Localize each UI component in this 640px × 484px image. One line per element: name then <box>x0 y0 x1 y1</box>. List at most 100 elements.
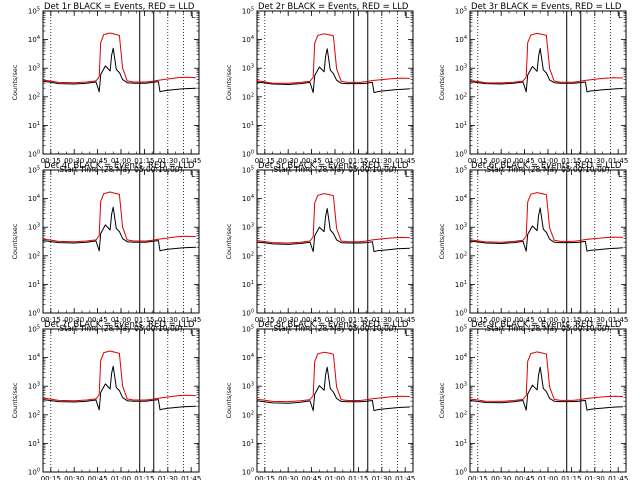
y-axis-label: Counts/sec <box>438 382 446 418</box>
events-series-line <box>256 48 410 94</box>
plot-frame <box>256 169 414 314</box>
y-tick-label: 101 <box>28 280 40 289</box>
y-axis-label: Counts/sec <box>11 382 19 418</box>
lld-series-line <box>469 32 623 84</box>
x-tick-label: 01:15 <box>348 157 368 165</box>
plot-title: Det 8r BLACK = Events, RED = LLD <box>258 320 409 330</box>
x-tick-label: 01:15 <box>561 316 581 324</box>
x-tick-label: 01:30 <box>372 157 392 165</box>
x-tick-label: 01:30 <box>585 157 605 165</box>
x-tick-label: 01:30 <box>372 316 392 324</box>
x-tick-label: 01:00 <box>111 157 131 165</box>
y-tick-label: 105 <box>28 166 40 175</box>
corner-label: L <box>405 11 410 20</box>
y-axis-label: Counts/sec <box>225 64 233 100</box>
x-tick-label: 01:00 <box>111 316 131 324</box>
x-tick-label: 01:45 <box>395 316 415 324</box>
x-tick-label: 00:15 <box>468 475 488 480</box>
y-tick-label: 100 <box>455 150 467 159</box>
x-tick-label: 01:15 <box>134 475 154 480</box>
y-tick-label: 101 <box>455 280 467 289</box>
y-axis-label: Counts/sec <box>225 382 233 418</box>
x-tick-label: 01:45 <box>181 157 201 165</box>
y-tick-label: 102 <box>28 251 40 260</box>
y-tick-label: 101 <box>242 121 254 130</box>
events-series-line <box>469 48 623 93</box>
y-tick-label: 103 <box>455 382 467 391</box>
y-tick-label: 103 <box>455 64 467 73</box>
y-tick-label: 104 <box>455 35 467 44</box>
x-tick-label: 00:45 <box>515 316 535 324</box>
y-tick-label: 102 <box>242 92 254 101</box>
y-tick-label: 105 <box>455 325 467 334</box>
plot-title: Det 1r BLACK = Events, RED = LLD <box>44 2 195 12</box>
y-tick-label: 103 <box>455 223 467 232</box>
y-tick-label: 102 <box>28 410 40 419</box>
y-tick-label: 100 <box>242 309 254 318</box>
corner-label: L <box>405 170 410 179</box>
y-tick-label: 105 <box>242 7 254 16</box>
x-tick-label: 00:30 <box>491 316 511 324</box>
corner-label: L <box>405 329 410 338</box>
lld-series-line <box>42 350 196 402</box>
y-tick-label: 101 <box>28 439 40 448</box>
x-tick-label: 01:45 <box>608 157 628 165</box>
x-tick-label: 00:45 <box>515 157 535 165</box>
y-axis-label: Counts/sec <box>438 64 446 100</box>
x-tick-label: 01:45 <box>395 157 415 165</box>
corner-label: L <box>191 11 196 20</box>
y-tick-label: 105 <box>242 325 254 334</box>
y-tick-label: 103 <box>242 64 254 73</box>
corner-label: L <box>191 329 196 338</box>
plot-frame <box>256 328 414 473</box>
x-tick-label: 01:30 <box>372 475 392 480</box>
y-tick-label: 103 <box>242 223 254 232</box>
x-tick-label: 00:15 <box>41 157 61 165</box>
y-tick-label: 100 <box>455 309 467 318</box>
y-axis-label: Counts/sec <box>11 64 19 100</box>
y-tick-label: 103 <box>28 64 40 73</box>
x-tick-label: 00:45 <box>88 157 108 165</box>
x-tick-label: 00:30 <box>64 475 84 480</box>
events-series-line <box>42 206 196 252</box>
events-series-line <box>256 208 410 253</box>
x-tick-label: 00:45 <box>88 475 108 480</box>
x-tick-label: 01:15 <box>348 316 368 324</box>
y-tick-label: 105 <box>28 325 40 334</box>
x-tick-label: 00:15 <box>468 157 488 165</box>
y-tick-label: 104 <box>242 35 254 44</box>
corner-label: L <box>618 329 623 338</box>
x-tick-label: 01:00 <box>538 475 558 480</box>
y-tick-label: 100 <box>455 468 467 477</box>
y-tick-label: 104 <box>455 353 467 362</box>
plot-title: Det 6r BLACK = Events, RED = LLD <box>471 161 622 171</box>
y-tick-label: 103 <box>28 223 40 232</box>
x-tick-label: 00:30 <box>491 157 511 165</box>
x-tick-label: 00:15 <box>255 475 275 480</box>
x-tick-label: 01:15 <box>134 157 154 165</box>
plot-frame <box>256 10 414 155</box>
x-tick-label: 00:45 <box>302 316 322 324</box>
y-axis-label: Counts/sec <box>225 223 233 259</box>
y-tick-label: 100 <box>28 309 40 318</box>
x-tick-label: 01:00 <box>325 475 345 480</box>
corner-label: L <box>618 11 623 20</box>
y-tick-label: 105 <box>455 166 467 175</box>
x-tick-label: 00:15 <box>255 316 275 324</box>
x-tick-label: 00:15 <box>41 475 61 480</box>
x-tick-label: 00:30 <box>64 157 84 165</box>
x-tick-label: 01:45 <box>608 316 628 324</box>
x-tick-label: 01:45 <box>395 475 415 480</box>
y-tick-label: 100 <box>242 150 254 159</box>
y-tick-label: 100 <box>28 468 40 477</box>
plot-title: Det 3r BLACK = Events, RED = LLD <box>471 2 622 12</box>
y-tick-label: 100 <box>242 468 254 477</box>
plot-frame <box>469 328 627 473</box>
x-tick-label: 01:30 <box>158 157 178 165</box>
x-tick-label: 01:00 <box>111 475 131 480</box>
